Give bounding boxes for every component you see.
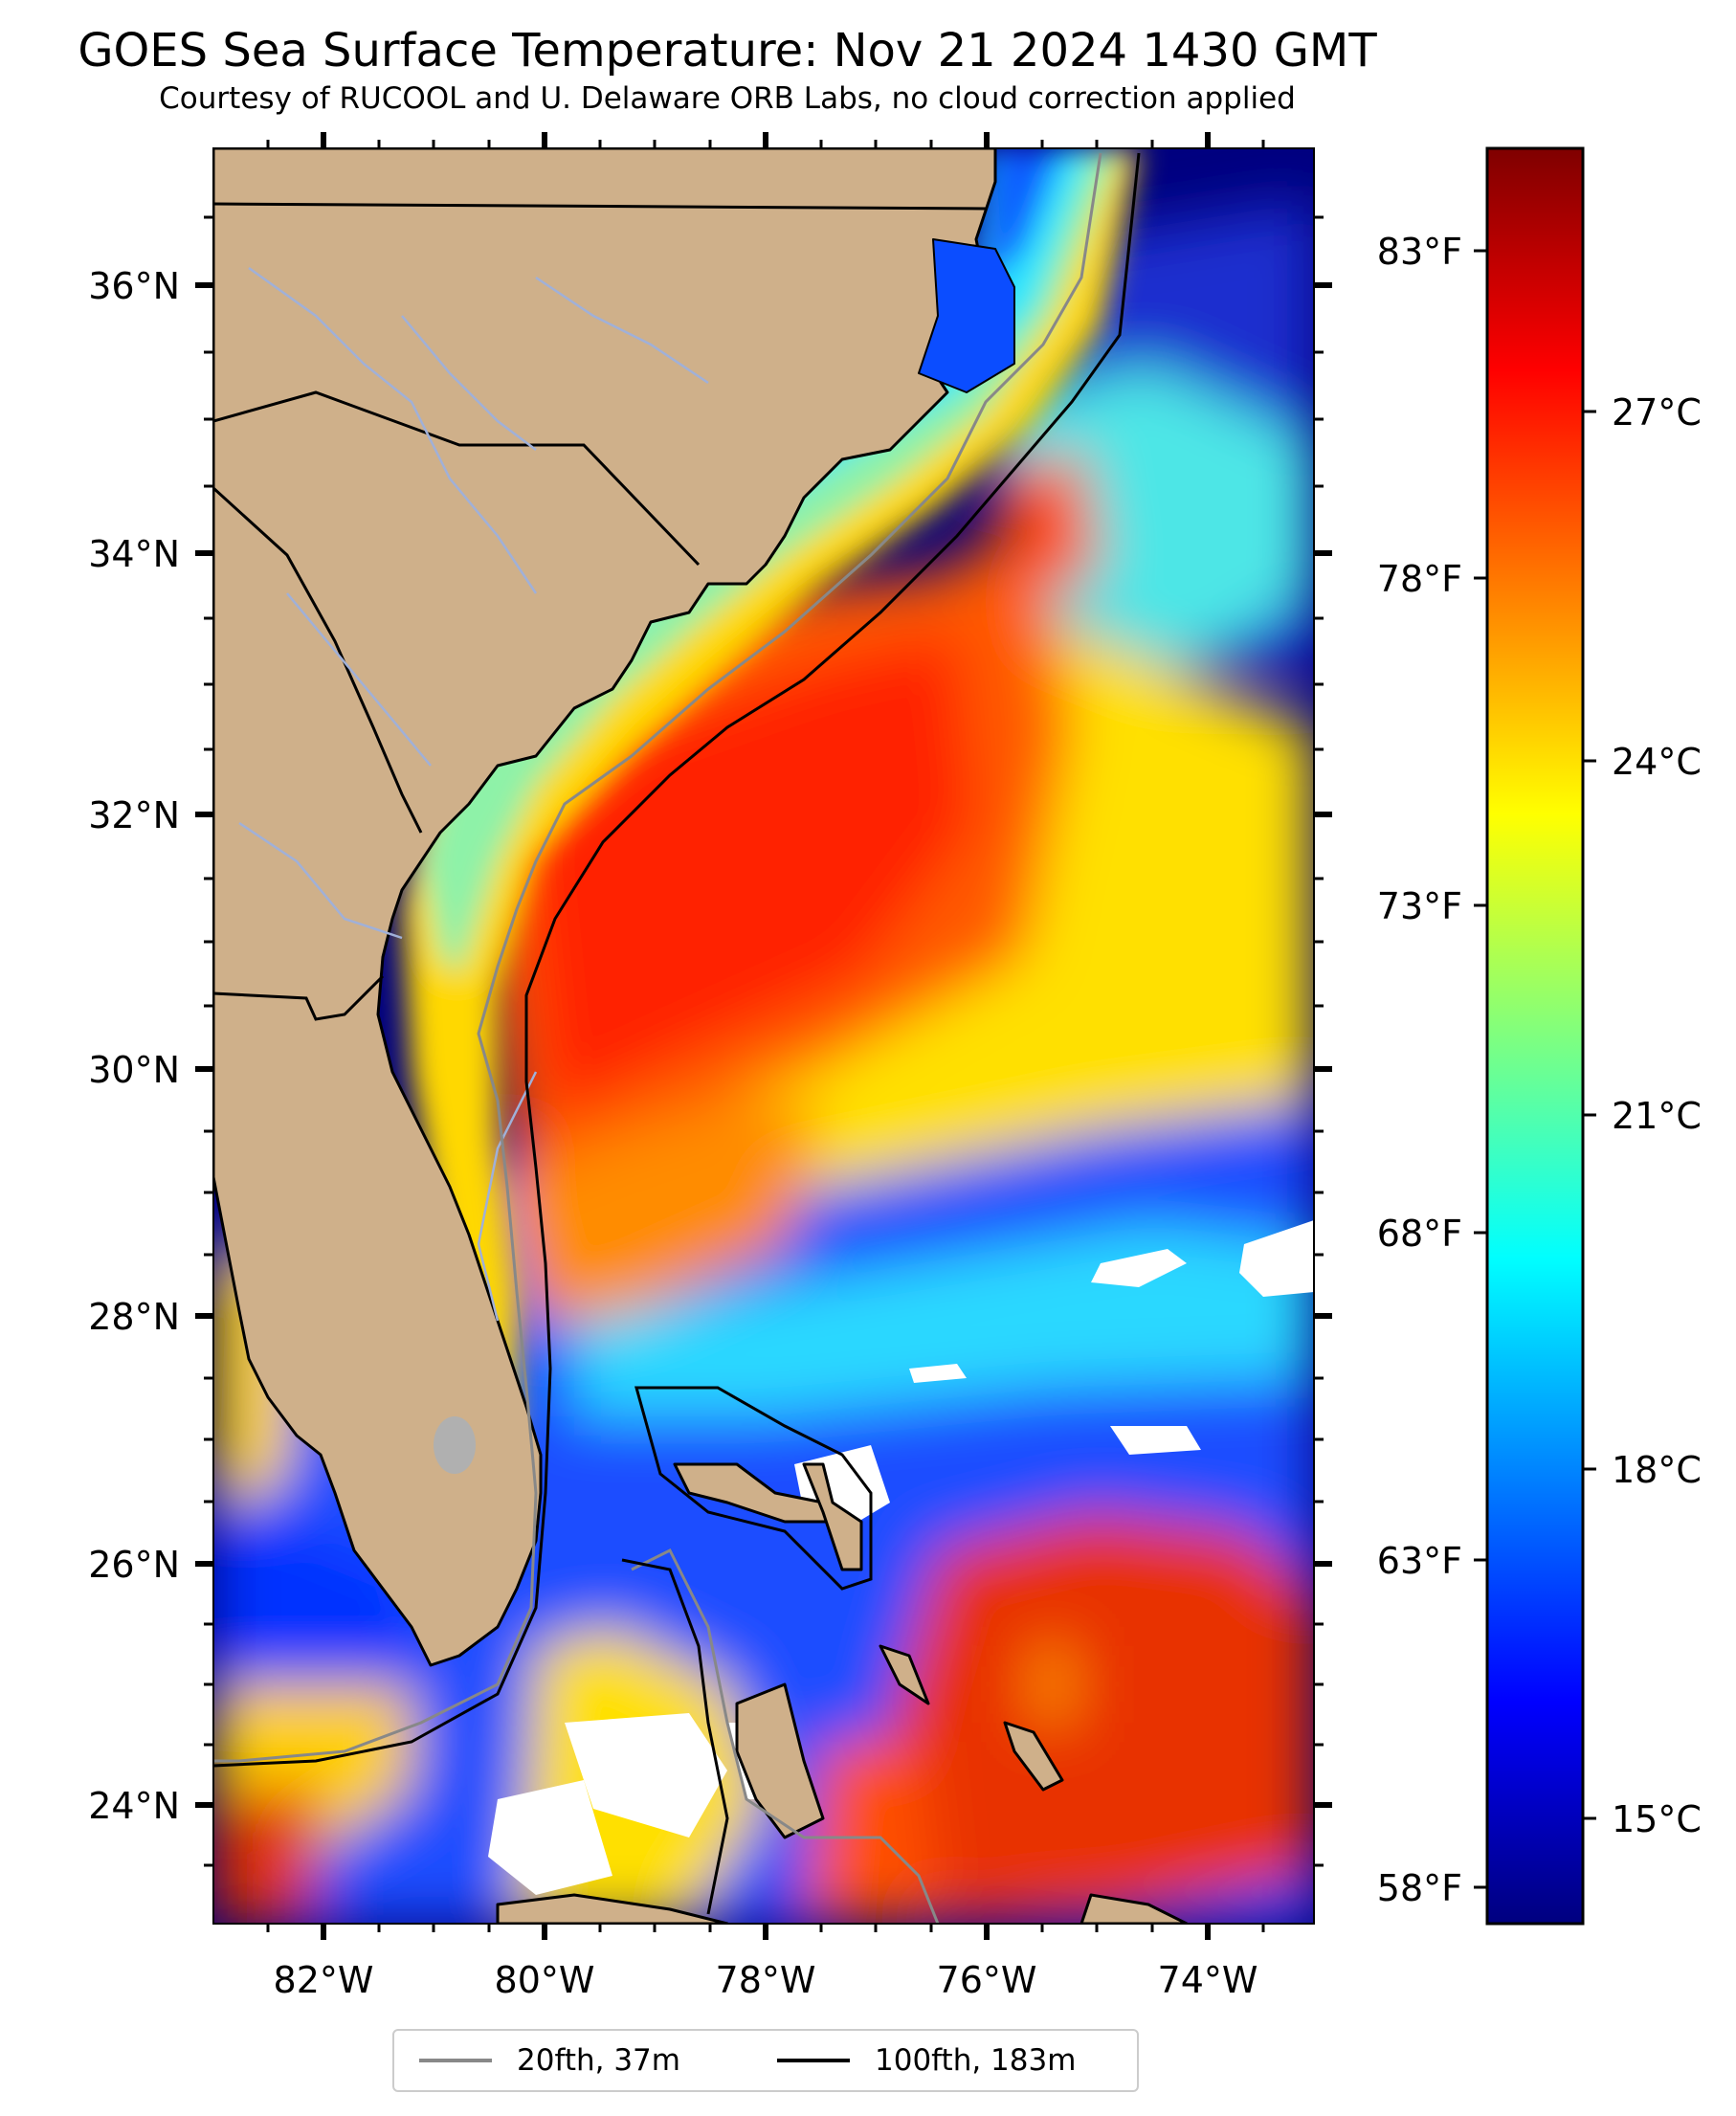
eleuthera bbox=[879, 1644, 930, 1705]
c-label-24: 24°C bbox=[1612, 741, 1702, 783]
c-label-27: 27°C bbox=[1612, 391, 1702, 434]
lon-labels: 82°W 80°W 78°W 76°W 74°W bbox=[274, 1959, 1258, 2001]
lon-label-80w: 80°W bbox=[495, 1959, 595, 2001]
f-label-83: 83°F bbox=[1377, 231, 1462, 273]
legend-label-20fth: 20fth, 37m bbox=[517, 2043, 680, 2078]
map-area bbox=[213, 148, 1314, 1924]
lon-label-74w: 74°W bbox=[1158, 1959, 1258, 2001]
andros bbox=[735, 1682, 825, 1839]
great-bahama-bank-contour bbox=[621, 1558, 729, 1915]
legend-item-20fth: 20fth, 37m bbox=[419, 2031, 680, 2090]
lat-label-36n: 36°N bbox=[88, 265, 180, 307]
map-title: GOES Sea Surface Temperature: Nov 21 202… bbox=[78, 24, 1377, 78]
lon-minor-ticks bbox=[266, 140, 1265, 1932]
celsius-axis bbox=[1583, 410, 1596, 1820]
legend-swatch-20fth bbox=[419, 2059, 492, 2062]
map-subtitle: Courtesy of RUCOOL and U. Delaware ORB L… bbox=[159, 81, 1296, 116]
contour-20fth bbox=[213, 152, 1102, 1763]
lon-label-78w: 78°W bbox=[716, 1959, 816, 2001]
pamlico-sound bbox=[918, 238, 1015, 393]
lat-minor-ticks bbox=[204, 215, 1324, 1867]
bahama-islands-south bbox=[1079, 1893, 1189, 1924]
rivers bbox=[238, 266, 709, 1322]
lat-ticks bbox=[195, 282, 1332, 1808]
f-label-78: 78°F bbox=[1377, 558, 1462, 600]
contour-legend: 20fth, 37m 100fth, 183m bbox=[392, 2029, 1139, 2092]
bahama-bank-contour-20fth bbox=[631, 1548, 940, 1924]
us-mainland bbox=[213, 148, 997, 1667]
f-label-68: 68°F bbox=[1377, 1213, 1462, 1255]
lat-label-24n: 24°N bbox=[88, 1785, 180, 1827]
c-label-21: 21°C bbox=[1612, 1095, 1702, 1137]
lat-label-32n: 32°N bbox=[88, 794, 180, 836]
land bbox=[213, 148, 1189, 1924]
legend-item-100fth: 100fth, 183m bbox=[777, 2031, 1076, 2090]
cuba-north-coast bbox=[496, 1893, 729, 1924]
lat-labels: 24°N 26°N 28°N 30°N 32°N 34°N 36°N bbox=[88, 265, 180, 1827]
lat-label-28n: 28°N bbox=[88, 1296, 180, 1338]
fahrenheit-labels: 58°F 63°F 68°F 73°F 78°F 83°F bbox=[1377, 231, 1462, 1909]
c-label-15: 15°C bbox=[1612, 1798, 1702, 1840]
legend-label-100fth: 100fth, 183m bbox=[875, 2043, 1077, 2078]
f-label-58: 58°F bbox=[1377, 1867, 1462, 1909]
c-label-18: 18°C bbox=[1612, 1449, 1702, 1491]
f-label-63: 63°F bbox=[1377, 1540, 1462, 1582]
abaco bbox=[802, 1462, 863, 1571]
celsius-labels: 15°C 18°C 21°C 24°C 27°C bbox=[1612, 391, 1702, 1840]
contour-100fth bbox=[213, 152, 1141, 1768]
fahrenheit-axis bbox=[1474, 249, 1487, 1889]
legend-swatch-100fth bbox=[777, 2059, 850, 2062]
bahama-islands-east bbox=[1003, 1721, 1064, 1792]
lon-ticks bbox=[321, 132, 1211, 1940]
lon-label-76w: 76°W bbox=[937, 1959, 1037, 2001]
state-borders bbox=[213, 202, 987, 1021]
f-label-73: 73°F bbox=[1377, 885, 1462, 927]
lat-label-26n: 26°N bbox=[88, 1544, 180, 1586]
bahama-bank-contour-100fth bbox=[634, 1386, 873, 1591]
lake-okeechobee bbox=[434, 1416, 476, 1474]
colorbar bbox=[1485, 146, 1585, 1926]
lat-label-30n: 30°N bbox=[88, 1049, 180, 1091]
lon-label-82w: 82°W bbox=[274, 1959, 374, 2001]
lat-label-34n: 34°N bbox=[88, 533, 180, 575]
